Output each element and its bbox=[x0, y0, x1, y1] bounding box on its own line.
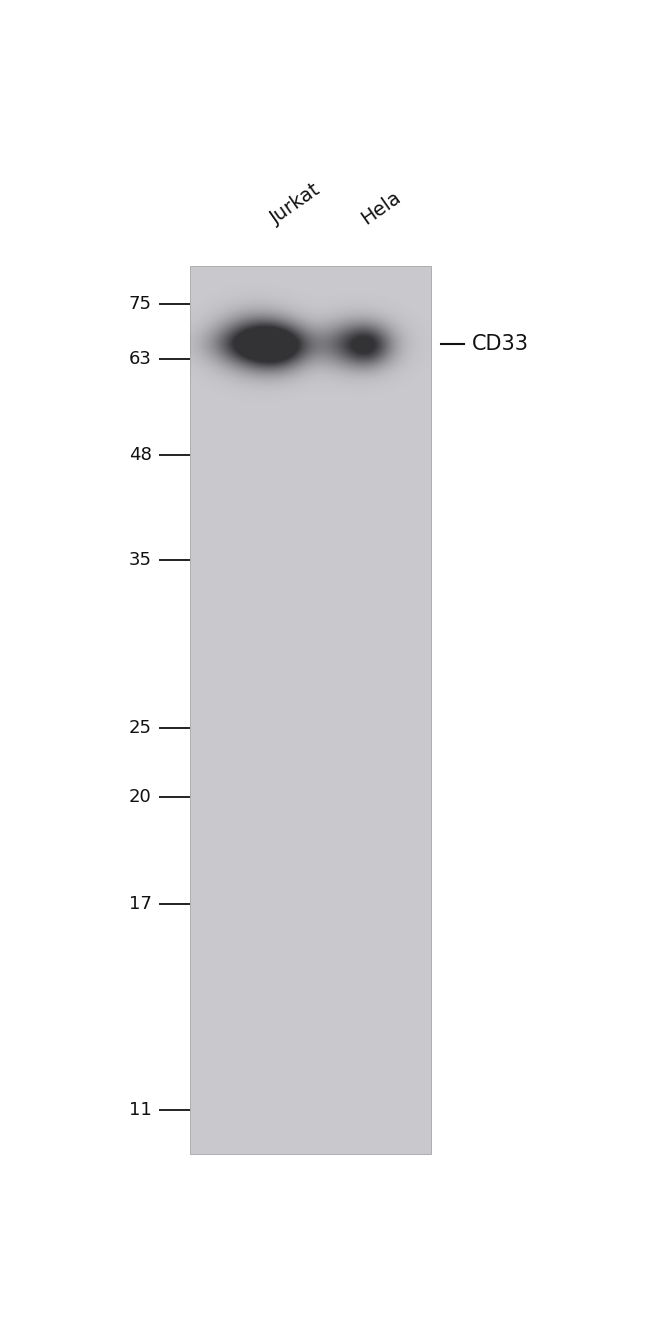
Text: 48: 48 bbox=[129, 447, 152, 464]
Text: 11: 11 bbox=[129, 1101, 152, 1118]
Bar bbox=[190, 266, 432, 1154]
Text: 35: 35 bbox=[129, 551, 152, 568]
Text: 75: 75 bbox=[129, 295, 152, 313]
Text: Hela: Hela bbox=[358, 188, 404, 228]
Text: 20: 20 bbox=[129, 787, 152, 806]
Text: 25: 25 bbox=[129, 719, 152, 737]
Text: 63: 63 bbox=[129, 350, 152, 368]
Text: CD33: CD33 bbox=[472, 334, 528, 354]
Text: Jurkat: Jurkat bbox=[266, 180, 324, 228]
Text: 17: 17 bbox=[129, 894, 152, 913]
